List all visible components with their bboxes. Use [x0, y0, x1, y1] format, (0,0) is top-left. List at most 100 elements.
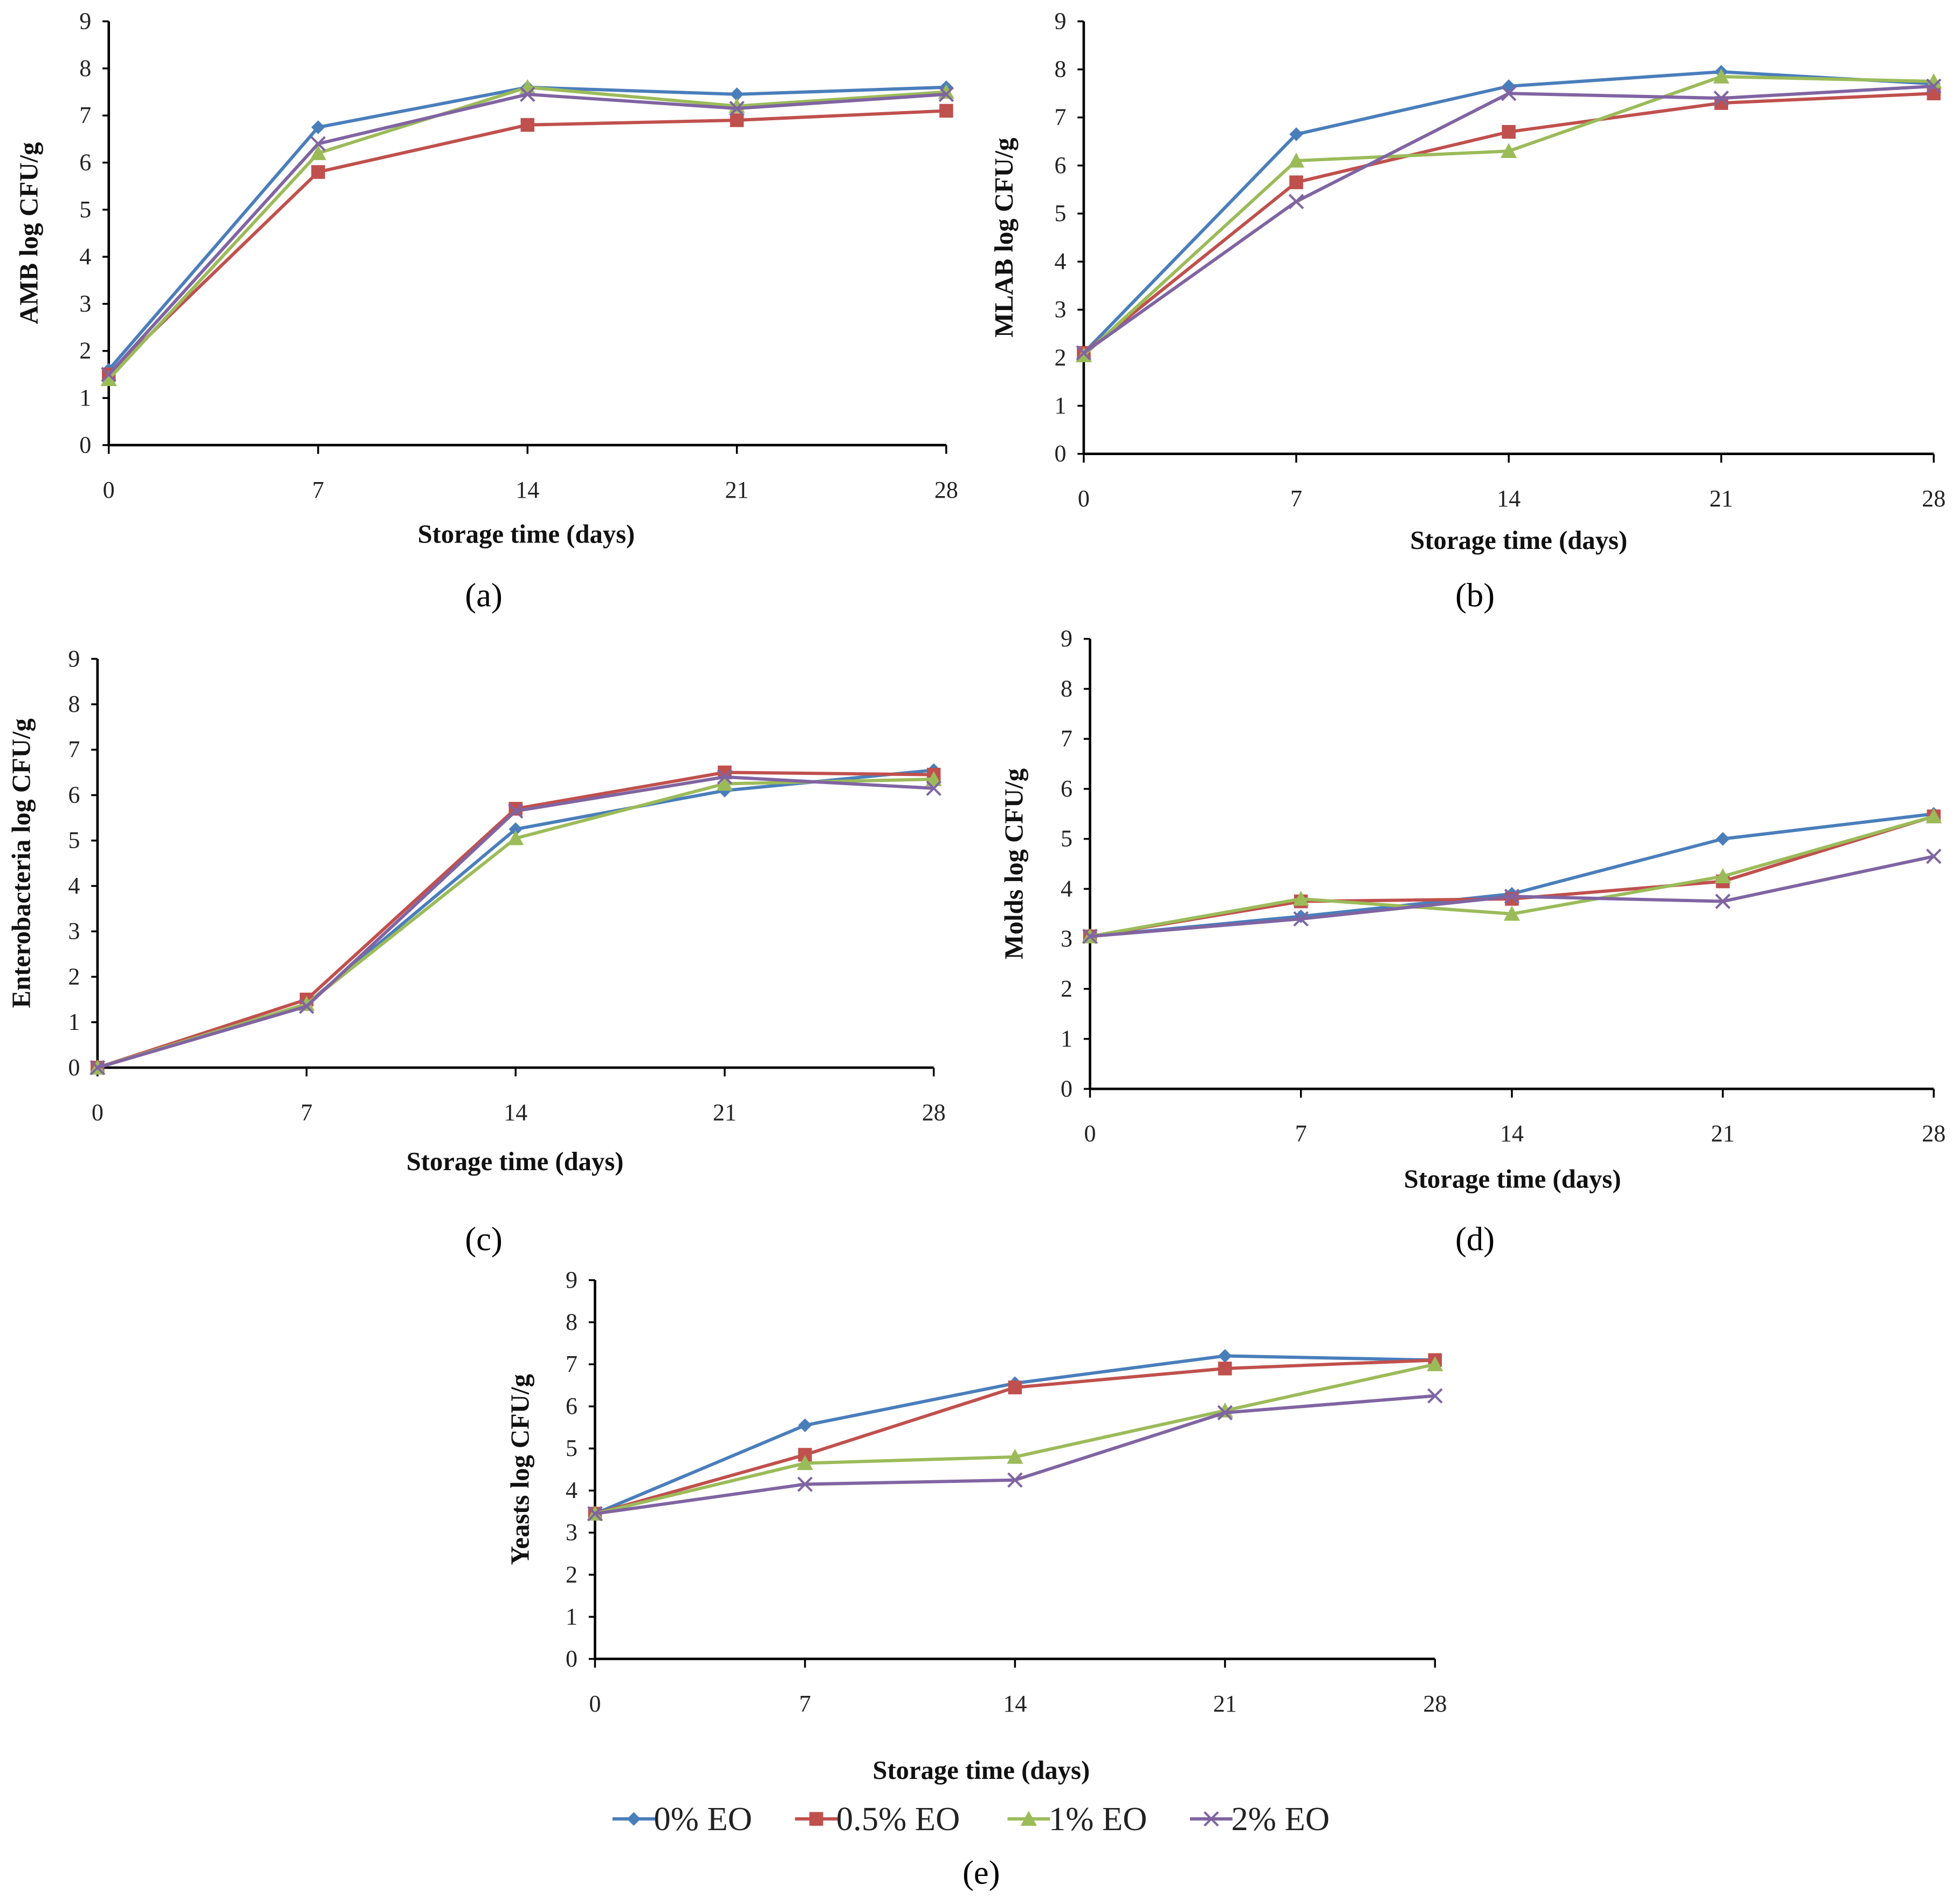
data-point [717, 769, 733, 785]
y-tick-label: 6 [1061, 775, 1072, 802]
y-tick-label: 4 [566, 1477, 577, 1503]
data-point [1007, 1448, 1023, 1464]
legend-label: 1% EO [1049, 1800, 1147, 1838]
data-point [310, 145, 327, 160]
y-tick-label: 8 [1054, 56, 1066, 83]
data-point [1008, 1380, 1022, 1394]
y-tick-label: 1 [68, 1009, 80, 1035]
x-axis-label: Storage time (days) [872, 1756, 1090, 1785]
data-point [1501, 86, 1517, 101]
series-3 [1082, 848, 1942, 944]
data-point [1293, 911, 1309, 927]
data-point [1082, 929, 1098, 944]
y-tick-label: 4 [68, 872, 80, 899]
x-tick-label: 7 [1290, 485, 1302, 512]
data-point [1502, 125, 1516, 139]
data-point [925, 771, 942, 786]
legend-label: 0.5% EO [836, 1800, 960, 1838]
data-point [299, 999, 314, 1014]
x-tick-label: 0 [103, 477, 115, 503]
panel-label: (b) [1455, 576, 1495, 614]
data-point [796, 1455, 814, 1470]
y-tick-label: 8 [68, 691, 80, 717]
y-tick-label: 8 [79, 55, 91, 81]
chart-d: 0 1 2 3 4 5 6 7 8 9 0 7 14 21 28 Molds log CFU/g Storage… [999, 625, 1945, 1258]
panel-label: (a) [465, 576, 502, 614]
y-tick-label: 0 [1054, 441, 1066, 467]
x-tick-label: 7 [799, 1690, 811, 1717]
y-tick-label: 5 [1061, 826, 1072, 852]
data-point [1713, 68, 1730, 84]
data-point [1925, 808, 1942, 823]
y-tick-label: 5 [68, 827, 80, 854]
y-tick-label: 9 [566, 1267, 577, 1293]
series-line [107, 92, 947, 376]
data-point [1427, 1388, 1443, 1404]
y-tick-label: 2 [68, 963, 80, 989]
x-tick-label: 0 [1084, 1121, 1096, 1147]
series-3 [90, 769, 941, 1076]
data-point [939, 104, 953, 118]
data-point [90, 1060, 106, 1076]
series-0 [588, 1349, 1442, 1521]
y-tick-label: 0 [79, 431, 91, 458]
y-tick-label: 5 [566, 1435, 577, 1461]
series-0 [1077, 65, 1941, 360]
y-tick-label: 4 [79, 243, 91, 270]
series-2 [1082, 808, 1942, 944]
y-axis-label: AMB log CFU/g [15, 142, 44, 325]
series-2 [1075, 68, 1942, 362]
series-0 [1083, 807, 1941, 944]
data-point [730, 113, 744, 127]
legend-marker [809, 1812, 823, 1826]
data-point [716, 775, 733, 791]
data-point [1505, 892, 1519, 906]
x-tick-label: 14 [1003, 1690, 1027, 1717]
data-point [1925, 73, 1942, 88]
x-tick-label: 14 [1500, 1121, 1524, 1147]
data-point [1076, 345, 1092, 361]
x-tick-label: 14 [515, 477, 539, 503]
y-tick-label: 1 [79, 384, 91, 411]
x-tick-label: 14 [1497, 485, 1521, 512]
x-tick-label: 21 [725, 477, 749, 503]
y-tick-label: 8 [1061, 675, 1072, 702]
y-tick-label: 9 [1054, 8, 1066, 34]
y-tick-label: 3 [79, 290, 91, 317]
x-tick-label: 7 [312, 477, 324, 503]
data-point [938, 86, 954, 102]
series-1 [1077, 86, 1941, 360]
data-point [798, 1418, 812, 1433]
data-point [520, 86, 535, 102]
x-tick-label: 7 [1295, 1121, 1307, 1147]
y-tick-label: 2 [566, 1561, 577, 1587]
x-axis-label: Storage time (days) [407, 1147, 624, 1176]
x-tick-label: 14 [504, 1099, 527, 1125]
y-tick-label: 7 [68, 736, 80, 762]
data-point [310, 136, 326, 152]
legend-item: 1% EO [1007, 1800, 1147, 1838]
data-point [1289, 175, 1303, 189]
x-tick-label: 0 [589, 1690, 601, 1717]
data-point [311, 120, 325, 134]
y-tick-label: 6 [79, 149, 91, 175]
data-point [101, 367, 116, 382]
y-tick-label: 4 [1054, 248, 1066, 274]
legend-marker [627, 1812, 641, 1826]
y-tick-label: 3 [1054, 296, 1066, 322]
x-tick-label: 28 [1423, 1690, 1447, 1717]
data-point [508, 803, 524, 819]
legend-item: 2% EO [1189, 1800, 1330, 1838]
y-tick-label: 3 [566, 1519, 577, 1545]
y-tick-label: 7 [1061, 725, 1072, 752]
x-axis-label: Storage time (days) [1410, 526, 1627, 555]
x-tick-label: 21 [713, 1099, 737, 1125]
series-line [97, 771, 934, 1069]
y-tick-label: 1 [566, 1603, 577, 1630]
x-tick-label: 7 [301, 1099, 313, 1125]
x-tick-label: 0 [92, 1099, 104, 1125]
y-tick-label: 9 [68, 645, 80, 672]
chart-c: 0 1 2 3 4 5 6 7 8 9 0 7 14 21 28 Enterobacteria log CFU… [7, 645, 946, 1258]
panel-label: (d) [1455, 1220, 1495, 1257]
